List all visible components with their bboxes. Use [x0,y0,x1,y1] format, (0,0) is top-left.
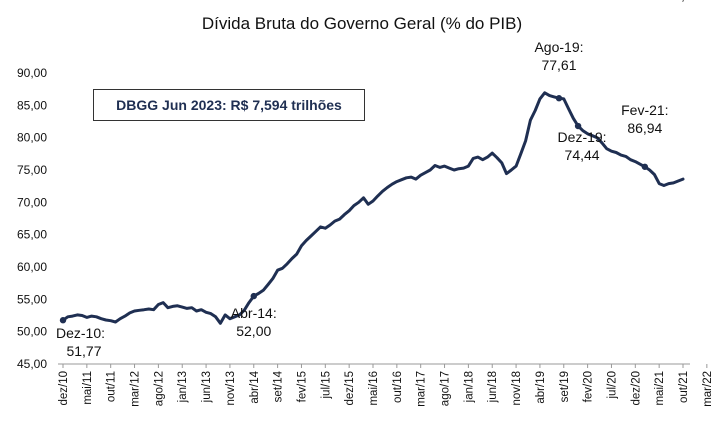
annotation-value: 86,94 [627,120,662,136]
x-tick-label: dez/15 [344,371,356,406]
info-box: DBGG Jun 2023: R$ 7,594 trilhões [93,89,365,121]
x-tick-label: fev/15 [296,371,308,402]
x-tick-label: out/11 [106,371,118,402]
annotation-value: 74,44 [565,147,600,163]
annotation-label: Fev-21: [621,102,668,118]
x-tick-label: jan/13 [177,371,189,403]
annotation-label: Ago-19: [534,39,583,55]
y-tick-label: 60,00 [17,260,47,274]
y-tick-label: 55,00 [17,292,47,306]
series-line [61,91,685,325]
x-tick-label: abr/19 [535,371,547,404]
annotation-marker [59,317,67,324]
y-tick-label: 50,00 [17,325,47,339]
x-tick-label: mar/12 [130,371,142,407]
x-tick-label: mai/11 [82,371,94,405]
y-tick-label: 65,00 [17,228,47,242]
y-tick-label: 80,00 [17,131,47,145]
x-tick-label: dez/20 [630,371,642,406]
x-tick-label: out/21 [678,371,690,403]
x-tick-label: jun/18 [487,371,499,403]
x-tick-label: nov/18 [511,371,523,406]
annotation-label: Dez-19: [558,129,607,145]
y-tick-label: 75,00 [17,163,47,177]
annotation-marker [641,163,649,170]
y-tick-label: 45,00 [17,357,47,371]
chart-title: Dívida Bruta do Governo Geral (% do PIB) [202,14,522,33]
annotation-marker [574,122,582,130]
annotation-markers [59,95,649,324]
x-tick-label: fev/20 [583,371,595,402]
x-tick-label: jul/20 [606,371,618,400]
annotation-value: 52,00 [236,323,271,339]
annotation-label: Dez-10: [56,325,105,341]
annotation-marker [250,292,257,300]
x-tick-label: nov/13 [225,371,237,406]
annotations: Dez-10: 51,77 Abr-14: 52,00 Ago-19: 77,61 Dez-… [56,0,706,359]
annotation-label: Abr-14: [231,305,277,321]
annotation-value: 73,59 [665,0,700,3]
x-tick-label: mai/21 [654,371,666,406]
x-tick-label: set/14 [273,370,285,402]
x-tick-label: set/19 [559,371,571,402]
y-tick-label: 90,00 [17,66,47,80]
x-tick-label: mar/17 [416,371,428,407]
x-tick-label: out/16 [392,371,404,403]
x-tick-label: dez/10 [58,371,70,406]
x-tick-label: mai/16 [368,371,380,406]
x-tick-label: jan/18 [463,371,475,403]
y-tick-label: 70,00 [17,195,47,209]
annotation-label: Jun-23: [660,0,707,3]
x-axis: dez/10 mai/11 out/11 mar/12 ago/12 jan/13 jun/… [58,364,714,407]
y-axis: 45,00 50,00 55,00 60,00 65,00 70,00 75,00 80,00… [17,66,47,371]
x-tick-label: ago/12 [153,371,165,406]
x-tick-label: mar/22 [702,371,714,407]
x-tick-label: ago/17 [440,371,452,406]
annotation-marker [555,95,563,102]
x-tick-label: jun/13 [201,371,213,403]
annotation-value: 77,61 [541,57,576,73]
x-tick-label: abr/14 [249,370,261,403]
annotation-value: 51,77 [66,343,101,359]
x-tick-label: jul/15 [320,371,332,400]
y-tick-label: 85,00 [17,98,47,112]
